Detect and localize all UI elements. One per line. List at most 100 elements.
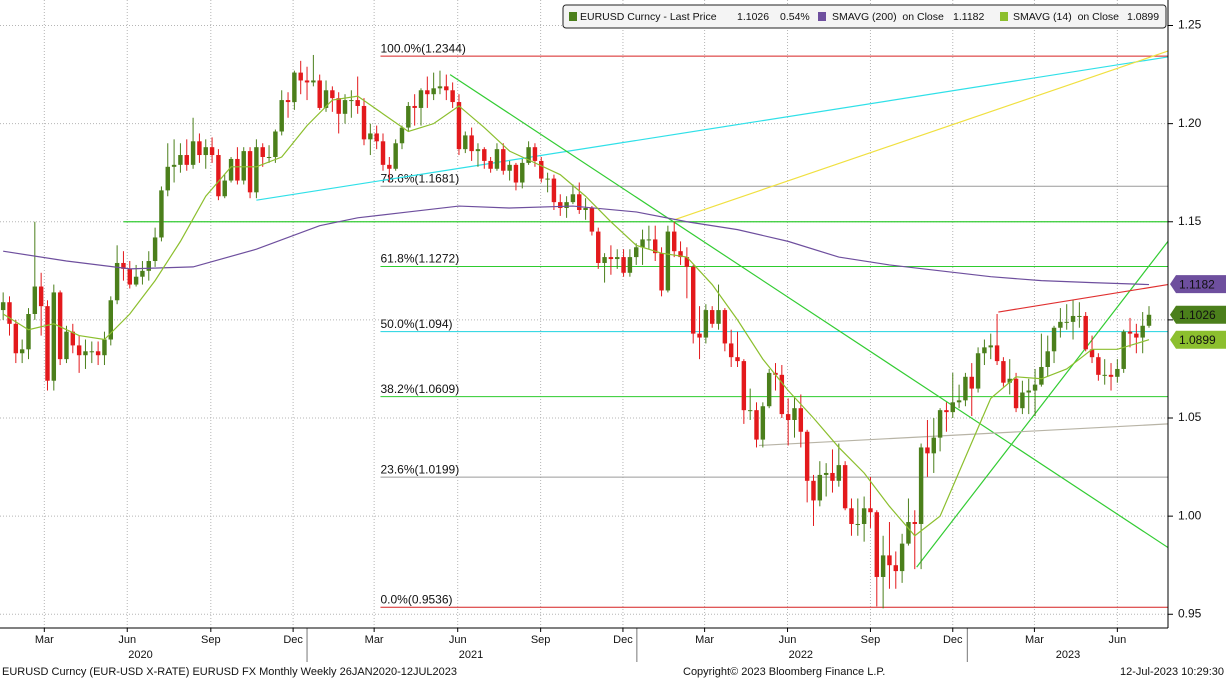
y-tick-label: 1.25 <box>1178 18 1202 32</box>
candle-body <box>583 208 588 210</box>
candle-body <box>570 194 576 203</box>
trend-line <box>256 56 1168 201</box>
candle-body <box>89 351 95 353</box>
candle-body <box>855 523 861 525</box>
candle-body <box>728 343 734 358</box>
last-value-label: 1.0899 <box>1179 333 1216 347</box>
candle-body <box>311 80 316 83</box>
candle-body <box>615 257 620 260</box>
candle-body <box>190 141 196 165</box>
candle-body <box>665 231 671 291</box>
candle-body <box>982 347 987 354</box>
candle-body <box>494 149 500 169</box>
candle-body <box>931 437 936 454</box>
candle-body <box>817 474 823 501</box>
x-tick-label: Jun <box>118 634 136 646</box>
x-tick-label: Mar <box>35 634 54 646</box>
candle-body <box>868 508 873 513</box>
candle-body <box>842 465 848 509</box>
candle-body <box>577 194 582 210</box>
candle-body <box>792 408 797 420</box>
candle-body <box>70 331 76 346</box>
candle-body <box>956 400 962 403</box>
fib-label: 78.6%(1.1681) <box>380 171 459 185</box>
candle-body <box>646 239 652 241</box>
candle-body <box>1070 315 1076 322</box>
candle-body <box>361 105 367 140</box>
candle-body <box>1032 384 1038 391</box>
candle-body <box>893 565 898 572</box>
candle-body <box>766 372 772 407</box>
candle-body <box>165 166 170 191</box>
candle-body <box>513 164 519 183</box>
legend-value: 1.1182 <box>953 11 984 23</box>
candle-body <box>640 239 645 248</box>
x-tick-label: Mar <box>695 634 714 646</box>
candle-body <box>406 105 411 128</box>
x-tick-label: Sep <box>201 634 221 646</box>
x-tick-label: Dec <box>613 634 633 646</box>
candle-body <box>703 310 709 338</box>
candle-body <box>1089 349 1095 358</box>
candle-body <box>76 345 82 356</box>
candle-body <box>140 270 145 277</box>
candle-body <box>735 357 740 362</box>
candle-body <box>7 302 12 324</box>
candle-body <box>963 376 968 401</box>
candle-body <box>330 90 335 99</box>
fib-label: 0.0%(0.9536) <box>380 592 452 606</box>
candle-body <box>779 374 785 415</box>
candle-body <box>551 178 557 203</box>
x-tick-label: Dec <box>943 634 963 646</box>
legend-label: SMAVG (200) on Close <box>832 11 944 23</box>
candle-body <box>114 262 120 301</box>
candle-body <box>342 100 348 114</box>
candle-body <box>1058 321 1063 328</box>
candle-body <box>64 331 69 360</box>
candle-body <box>463 135 468 150</box>
candle-body <box>13 323 19 354</box>
candle-body <box>298 72 303 81</box>
x-tick-label: Jun <box>449 634 467 646</box>
candle-body <box>501 149 506 171</box>
candle-body <box>1096 357 1101 375</box>
candle-body <box>0 302 6 311</box>
candle-body <box>209 147 215 156</box>
candle-body <box>874 512 880 577</box>
candle-body <box>304 80 310 83</box>
footer-left: EURUSD Curncy (EUR-USD X-RATE) EURUSD FX… <box>2 666 457 678</box>
candle-body <box>1026 390 1031 393</box>
x-tick-label: Jun <box>779 634 797 646</box>
candle-body <box>545 178 550 180</box>
candle-body <box>684 257 690 267</box>
candle-body <box>51 292 57 381</box>
candle-body <box>678 251 683 258</box>
y-tick-label: 0.95 <box>1178 606 1202 620</box>
candle-body <box>1127 331 1133 334</box>
footer-center: Copyright© 2023 Bloomberg Finance L.P. <box>683 666 885 678</box>
candle-body <box>1020 392 1025 409</box>
candle-body <box>754 410 759 440</box>
trend-line <box>449 74 1168 549</box>
candle-body <box>634 247 639 258</box>
legend-swatch <box>818 12 826 21</box>
candle-body <box>690 266 696 334</box>
candle-body <box>241 151 246 181</box>
candle-body <box>1045 351 1050 367</box>
year-label: 2023 <box>1056 649 1080 661</box>
candle-body <box>880 555 886 577</box>
x-tick-label: Jun <box>1108 634 1126 646</box>
candle-body <box>975 353 981 389</box>
candle-body <box>861 508 867 524</box>
candle-body <box>1013 378 1019 409</box>
candle-body <box>437 86 443 89</box>
candle-body <box>45 306 50 381</box>
candle-body <box>418 90 424 108</box>
candle-body <box>26 314 31 350</box>
candle-body <box>950 402 955 413</box>
x-tick-label: Dec <box>283 634 303 646</box>
candle-body <box>469 135 474 152</box>
candle-body <box>266 157 272 158</box>
candle-body <box>279 100 284 132</box>
candle-body <box>899 543 905 572</box>
